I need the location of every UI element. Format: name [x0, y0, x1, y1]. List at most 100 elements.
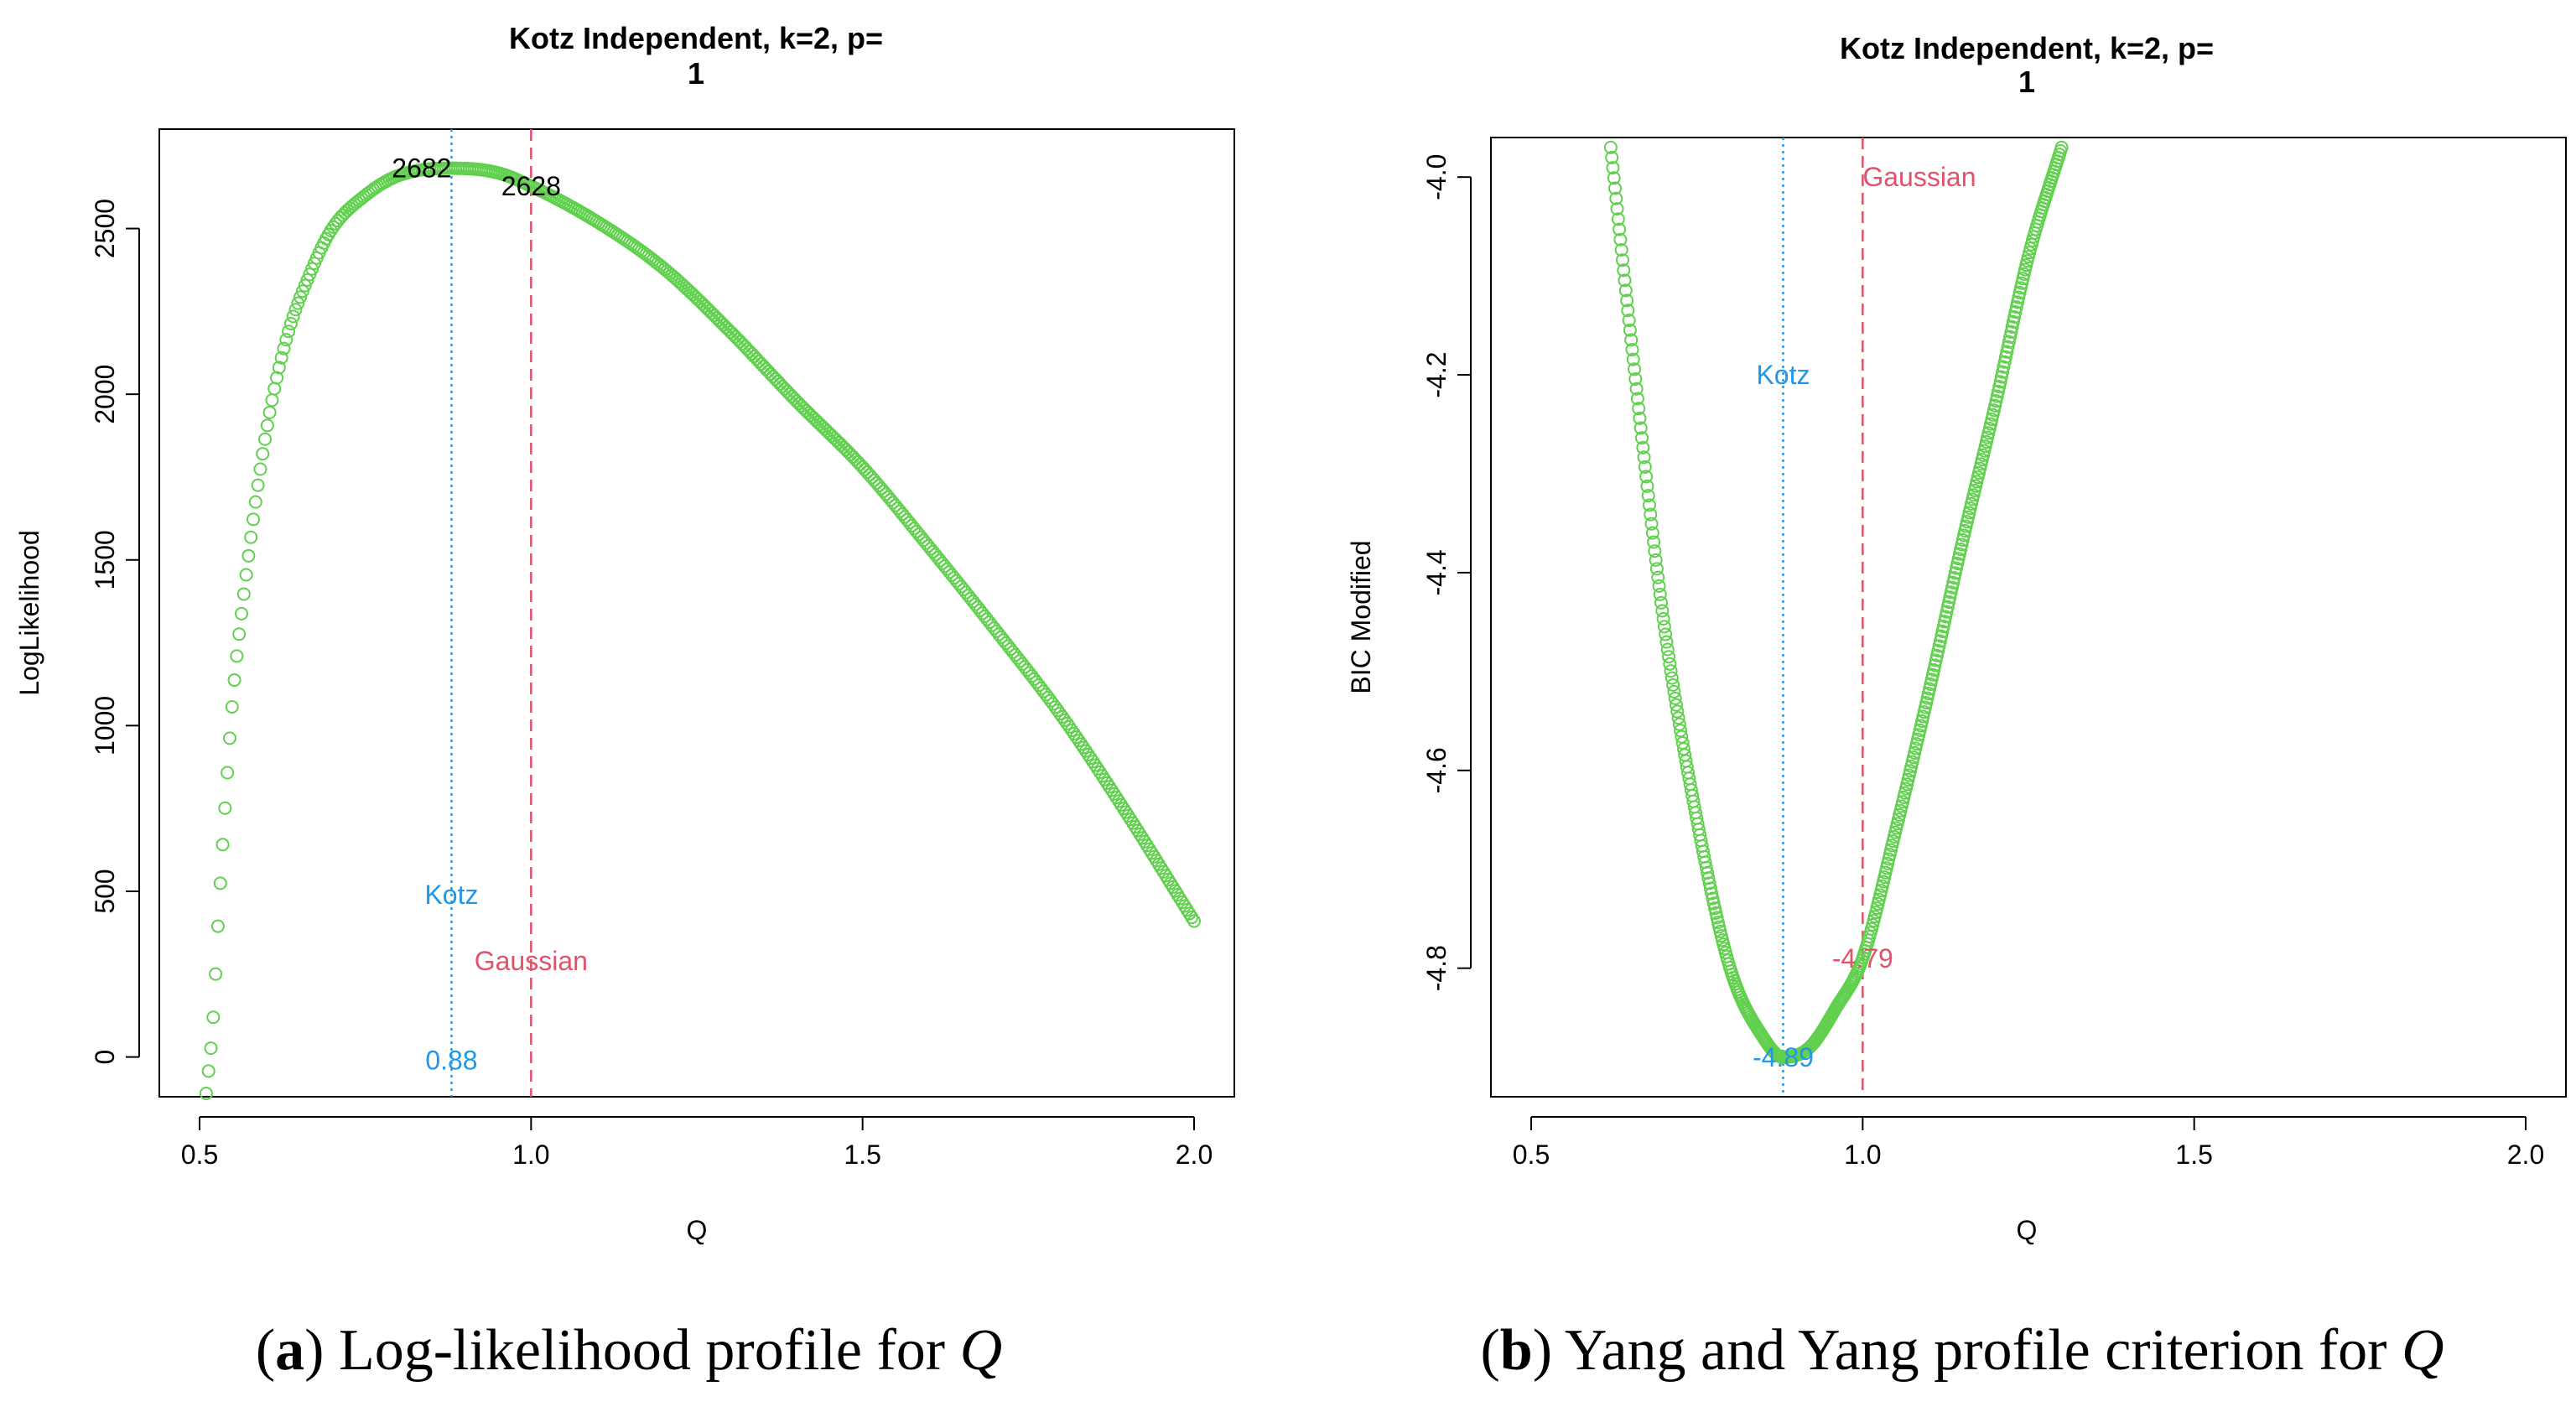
data-point — [1670, 704, 1685, 719]
data-point — [787, 392, 802, 406]
data-point — [279, 333, 293, 347]
data-point — [1625, 342, 1639, 356]
panel-b-title-line2: 1 — [2018, 65, 2035, 99]
data-point — [1083, 751, 1098, 766]
data-point — [806, 410, 820, 424]
data-point — [256, 447, 270, 461]
data-point — [206, 1010, 221, 1025]
data-point — [1609, 191, 1623, 205]
annotation-label: Kotz — [424, 880, 478, 910]
data-point — [1925, 667, 1940, 682]
data-point — [823, 426, 837, 440]
data-point — [1924, 672, 1939, 687]
x-tick-label: 2.0 — [1176, 1140, 1213, 1170]
panel-a-title-line2: 1 — [688, 56, 704, 91]
data-point — [785, 389, 799, 403]
y-tick-label: -4.0 — [1421, 154, 1452, 200]
data-point — [1648, 544, 1662, 558]
annotation-label: 0.88 — [425, 1046, 477, 1076]
data-point — [1665, 671, 1679, 685]
data-point — [1637, 450, 1651, 465]
panel-a-y-label: LogLikelihood — [14, 530, 44, 696]
data-point — [1644, 507, 1658, 522]
data-point — [1636, 440, 1650, 454]
data-point — [837, 440, 851, 454]
data-point — [789, 394, 803, 408]
data-point — [216, 838, 230, 852]
data-point — [832, 435, 846, 449]
y-tick-label: -4.2 — [1421, 351, 1452, 397]
data-point — [1928, 658, 1942, 672]
data-point — [1996, 365, 2010, 379]
data-point — [703, 304, 717, 318]
data-point — [2006, 314, 2020, 329]
data-point — [1937, 615, 1951, 629]
data-point — [1611, 212, 1625, 226]
data-point — [726, 327, 740, 341]
data-point — [1617, 263, 1631, 278]
data-point — [1939, 610, 1953, 624]
data-point — [225, 699, 239, 714]
data-point — [1187, 914, 1201, 928]
data-point — [270, 371, 284, 385]
data-point — [1663, 657, 1677, 671]
data-point — [1642, 498, 1656, 512]
data-point — [2001, 340, 2015, 354]
data-point — [1674, 724, 1688, 738]
data-point — [1638, 459, 1652, 474]
data-point — [1948, 566, 1962, 580]
data-point — [1940, 605, 1954, 619]
data-point — [1090, 761, 1104, 776]
data-point — [1940, 600, 1955, 614]
data-point — [1927, 663, 1941, 678]
data-point — [1701, 865, 1715, 880]
data-point — [209, 967, 223, 981]
data-point — [204, 1041, 218, 1056]
y-tick-label: 1500 — [90, 530, 120, 589]
y-tick-label: -4.4 — [1421, 549, 1452, 595]
data-point — [1944, 585, 1958, 600]
data-point — [201, 1064, 216, 1078]
panel-a-caption-var: Q — [960, 1318, 1003, 1383]
data-point — [286, 309, 300, 324]
data-point — [717, 318, 731, 332]
data-point — [1997, 360, 2011, 374]
data-point — [691, 292, 705, 306]
data-point — [1628, 362, 1642, 376]
data-point — [1649, 562, 1664, 576]
data-point — [1932, 639, 1946, 653]
data-point — [1992, 384, 2006, 398]
data-point — [2007, 309, 2022, 324]
data-point — [1666, 678, 1680, 692]
data-point — [236, 587, 251, 601]
data-point — [721, 323, 735, 337]
x-tick-label: 1.5 — [844, 1140, 880, 1170]
x-tick-label: 1.5 — [2175, 1140, 2212, 1170]
data-point — [1093, 766, 1107, 780]
data-point — [1933, 634, 1947, 648]
data-point — [1072, 734, 1086, 748]
data-point — [335, 208, 350, 222]
data-point — [801, 406, 815, 420]
data-point — [1652, 579, 1666, 593]
data-point — [1077, 740, 1091, 755]
data-point — [1703, 881, 1717, 896]
data-point — [1994, 370, 2008, 384]
data-point — [2012, 285, 2027, 299]
data-point — [1069, 730, 1083, 745]
data-point — [244, 530, 258, 544]
data-point — [818, 422, 832, 436]
data-point — [1608, 181, 1623, 195]
data-point — [820, 424, 834, 439]
data-point — [1055, 709, 1069, 724]
data-point — [1992, 380, 2007, 394]
panel-a-annotations: 2682 2628 Kotz Gaussian 0.88 — [392, 153, 588, 1076]
y-tick-label: -4.8 — [1421, 945, 1452, 991]
data-point — [232, 627, 247, 641]
data-point — [1632, 402, 1646, 416]
panel-a-x-axis: 0.5 1.0 1.5 2.0 — [181, 1116, 1213, 1170]
data-point — [792, 397, 806, 411]
data-point — [258, 432, 273, 446]
data-point — [1620, 293, 1634, 308]
panel-a-y-axis: 0 500 1000 1500 2000 2500 — [90, 199, 140, 1064]
